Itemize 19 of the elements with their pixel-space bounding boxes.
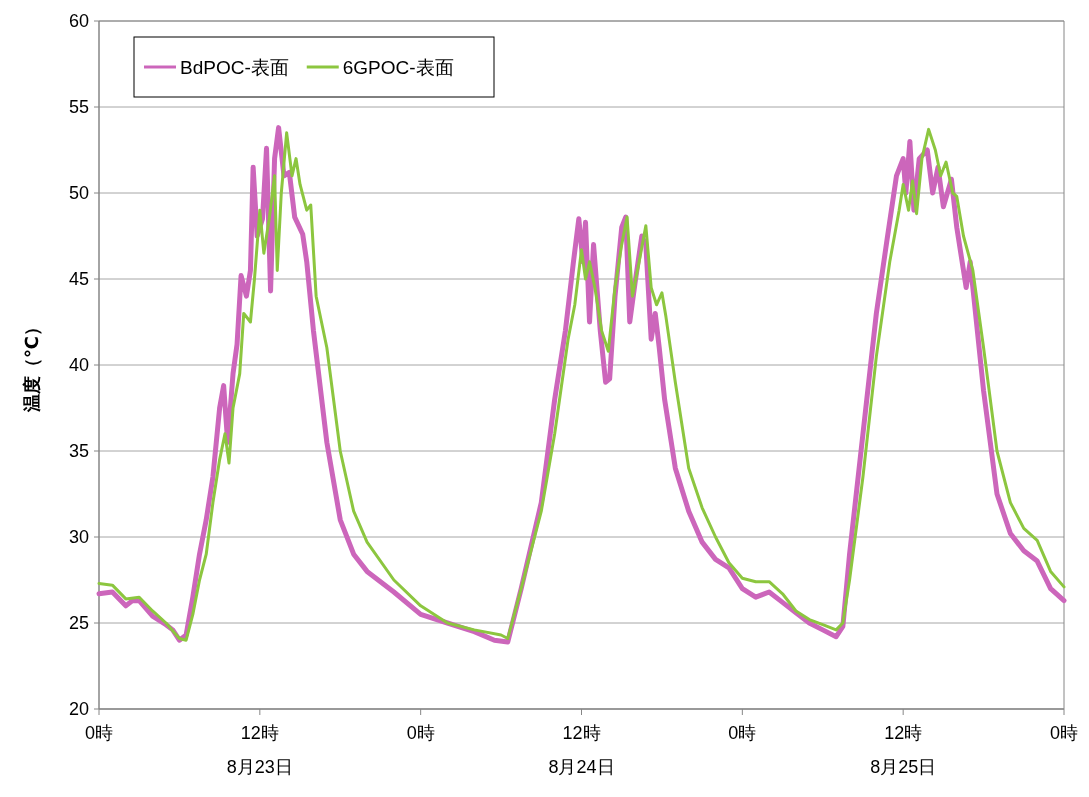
x-tick-label: 12時 8月24日 xyxy=(548,723,615,777)
y-tick-label: 60 xyxy=(68,11,89,31)
y-tick-label: 55 xyxy=(68,97,89,117)
x-tick-label: 0時 xyxy=(728,723,757,743)
y-tick-label: 35 xyxy=(68,441,89,461)
legend-label: BdPOC-表面 xyxy=(180,57,289,78)
y-tick-label: 45 xyxy=(68,269,89,289)
x-tick-label: 0時 xyxy=(1049,723,1079,743)
y-tick-label: 25 xyxy=(68,613,89,633)
y-tick-label: 40 xyxy=(68,355,89,375)
x-tick-label: 12時 8月25日 xyxy=(870,723,937,777)
legend-label: 6GPOC-表面 xyxy=(342,57,454,78)
y-axis-title: 温度（℃） xyxy=(22,318,42,413)
y-tick-label: 50 xyxy=(68,183,89,203)
x-tick-label: 0時 xyxy=(406,723,435,743)
x-tick-label: 0時 xyxy=(84,723,114,743)
y-tick-label: 20 xyxy=(68,699,89,719)
x-tick-label: 12時 8月23日 xyxy=(226,723,293,777)
y-tick-label: 30 xyxy=(68,527,89,547)
